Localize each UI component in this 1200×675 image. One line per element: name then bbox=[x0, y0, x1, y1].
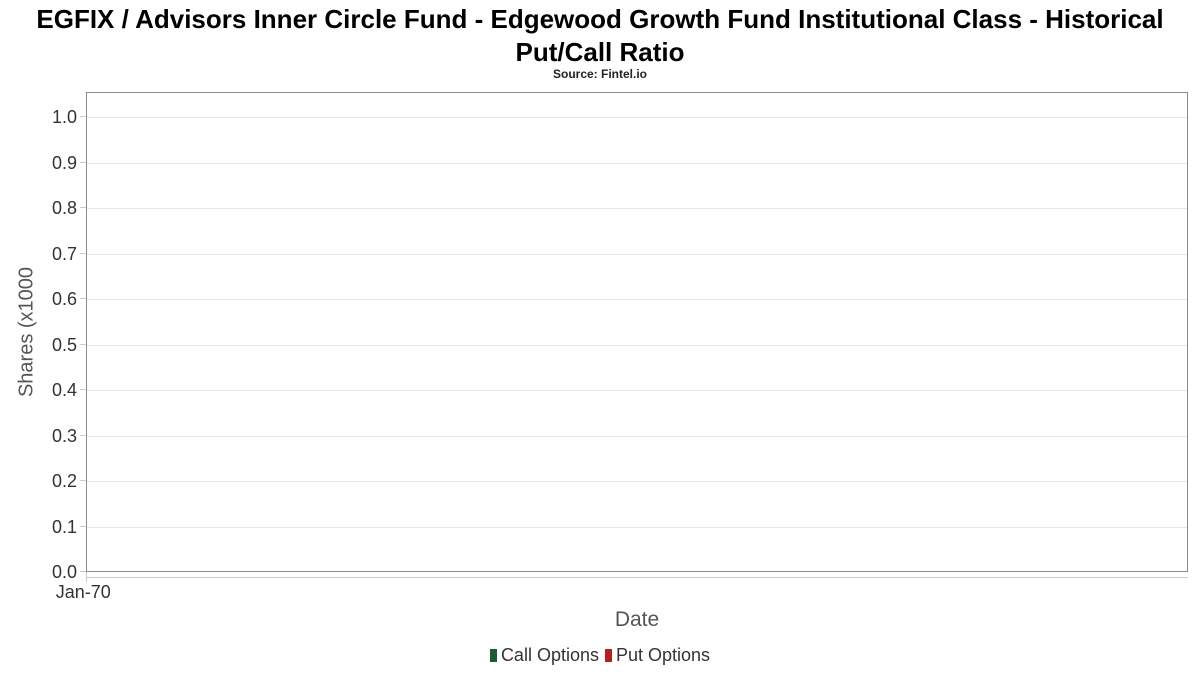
plot-area bbox=[86, 92, 1188, 572]
gridline bbox=[87, 208, 1187, 209]
chart-title: EGFIX / Advisors Inner Circle Fund - Edg… bbox=[36, 4, 1164, 67]
x-axis-title: Date bbox=[614, 608, 660, 631]
legend-label: Call Options bbox=[500, 645, 599, 665]
y-tick-mark bbox=[80, 252, 86, 254]
legend-item-call-options[interactable]: Call Options bbox=[489, 645, 599, 666]
y-tick-mark bbox=[80, 298, 86, 299]
y-tick-mark bbox=[80, 207, 86, 208]
y-tick-label: 0.9 bbox=[51, 152, 77, 173]
y-tick-label: 0.2 bbox=[51, 471, 77, 491]
y-tick-mark bbox=[80, 343, 86, 345]
gridline bbox=[87, 435, 1187, 437]
gridline bbox=[87, 390, 1187, 391]
y-tick-label: 0.5 bbox=[51, 334, 77, 355]
y-axis-title: Shares (x1000 bbox=[15, 266, 38, 398]
legend-marker-icon bbox=[489, 649, 497, 662]
gridline bbox=[87, 162, 1187, 164]
gridline bbox=[87, 481, 1187, 482]
legend-item-put-options[interactable]: Put Options bbox=[604, 645, 711, 666]
y-tick-label: 0.6 bbox=[51, 289, 77, 309]
gridline bbox=[87, 344, 1187, 346]
y-tick-label: 0.4 bbox=[51, 380, 77, 400]
y-tick-label: 1.0 bbox=[51, 107, 77, 127]
y-tick-mark bbox=[80, 525, 86, 527]
y-tick-mark bbox=[80, 434, 86, 436]
y-tick-mark bbox=[80, 161, 86, 163]
x-axis-line bbox=[86, 577, 1188, 578]
y-tick-mark bbox=[80, 389, 86, 390]
chart-subtitle: Source: Fintel.io bbox=[552, 67, 647, 81]
gridline bbox=[87, 299, 1187, 300]
gridline bbox=[87, 253, 1187, 255]
y-tick-label: 0.8 bbox=[51, 198, 77, 218]
legend-label: Put Options bbox=[615, 645, 711, 665]
x-tick-mark bbox=[86, 572, 87, 582]
y-tick-mark bbox=[80, 571, 86, 572]
x-tick-label: Jan-70 bbox=[55, 582, 111, 602]
legend-marker-icon bbox=[604, 649, 612, 662]
y-tick-label: 0.0 bbox=[51, 562, 77, 582]
y-tick-mark bbox=[80, 480, 86, 481]
y-tick-mark bbox=[80, 116, 86, 117]
gridline bbox=[87, 526, 1187, 528]
y-tick-label: 0.3 bbox=[51, 425, 77, 446]
gridline bbox=[87, 117, 1187, 118]
y-tick-label: 0.1 bbox=[51, 516, 77, 537]
legend: Call Options Put Options bbox=[0, 645, 1200, 666]
y-tick-label: 0.7 bbox=[51, 243, 77, 264]
